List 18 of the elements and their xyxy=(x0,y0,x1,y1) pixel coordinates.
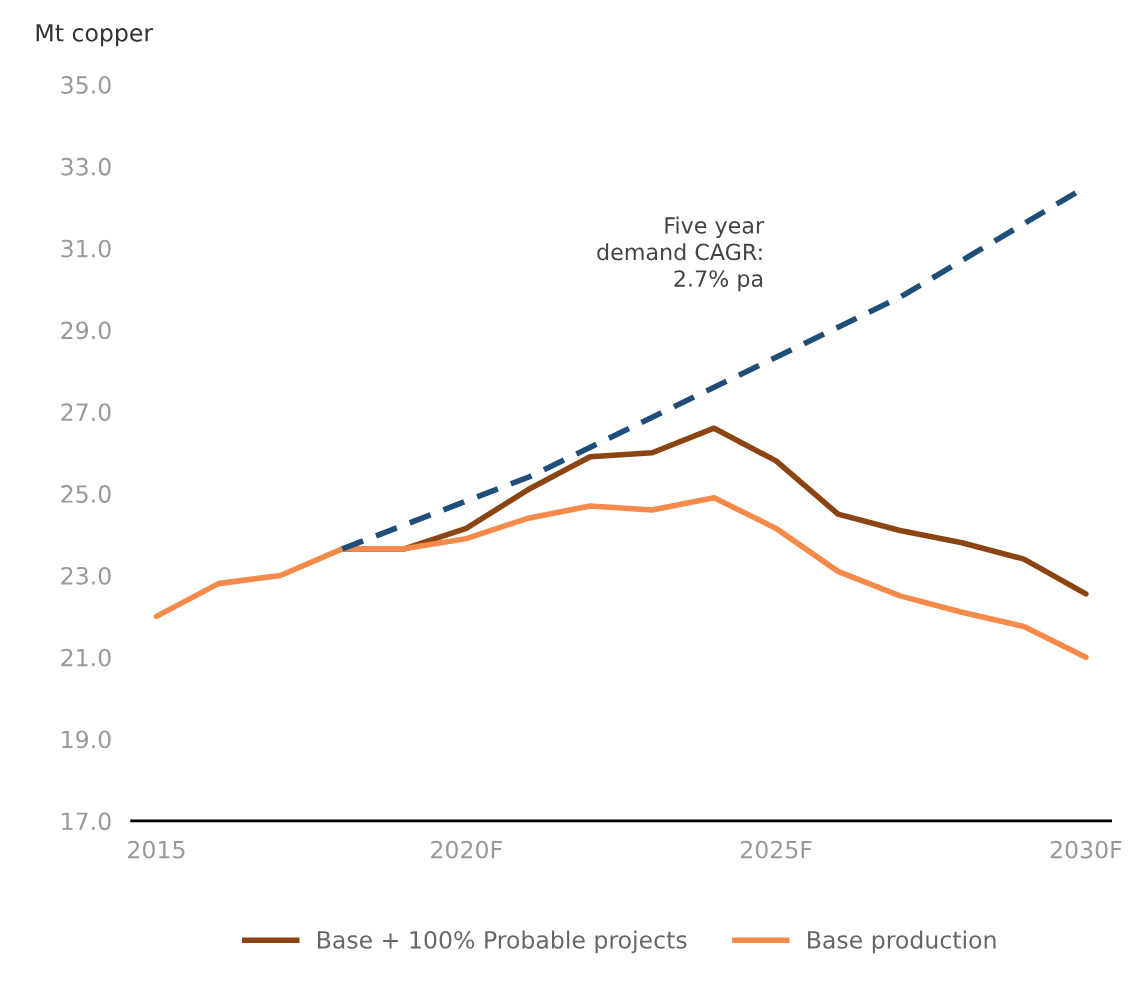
legend-label: Base + 100% Probable projects xyxy=(317,930,687,954)
y-tick-label: 35.0 xyxy=(61,76,111,94)
legend-label: Base production xyxy=(808,930,996,954)
x-tick-label: 2025F xyxy=(740,840,812,859)
y-tick-label: 21.0 xyxy=(61,648,111,667)
x-tick-label: 2030F xyxy=(1050,840,1122,859)
y-tick-label: 25.0 xyxy=(61,485,111,503)
x-tick-label: 2020F xyxy=(431,840,502,859)
annotation: Five year demand CAGR: 2.7% pa xyxy=(597,216,765,292)
x-tick-label: 2015 xyxy=(128,840,185,859)
y-tick-label: 19.0 xyxy=(62,730,111,749)
y-tick-label: 27.0 xyxy=(61,403,111,422)
y-tick-label: 31.0 xyxy=(61,239,111,258)
y-tick-label: 33.0 xyxy=(61,157,111,176)
y-tick-label: 17.0 xyxy=(62,812,111,831)
y-tick-label: 23.0 xyxy=(61,566,111,585)
y-axis-title: Mt copper xyxy=(36,24,154,47)
y-tick-label: 29.0 xyxy=(61,321,111,340)
